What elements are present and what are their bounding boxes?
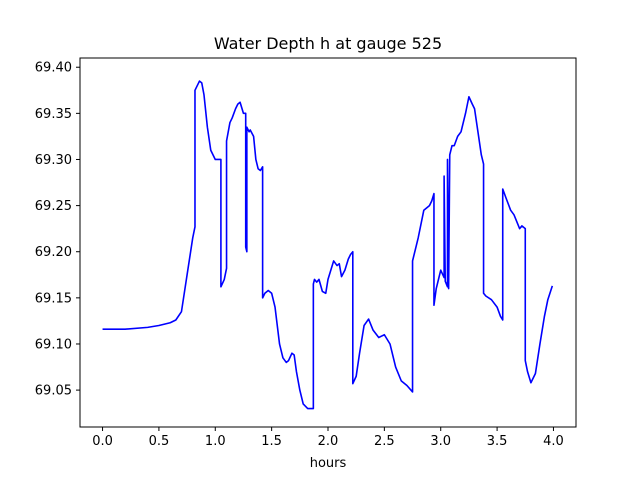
y-tick-label: 69.30: [35, 153, 72, 168]
x-tick-label: 2.5: [374, 434, 395, 449]
series-line-0: [102, 80, 554, 410]
y-tick-label: 69.40: [35, 61, 72, 76]
chart-title: Water Depth h at gauge 525: [214, 34, 442, 53]
x-tick-label: 0.0: [92, 434, 113, 449]
x-tick-label: 1.0: [205, 434, 226, 449]
x-tick-label: 1.5: [261, 434, 282, 449]
y-tick-label: 69.10: [35, 337, 72, 352]
x-tick-label: 3.0: [430, 434, 451, 449]
x-tick-label: 0.5: [149, 434, 170, 449]
x-tick-label: 4.0: [543, 434, 564, 449]
y-tick-label: 69.20: [35, 245, 72, 260]
y-tick-label: 69.05: [35, 384, 72, 399]
y-tick-label: 69.15: [35, 291, 72, 306]
x-axis: 0.0 0.5 1.0 1.5 2.0 2.5 3.0 3.5 4.0: [92, 427, 564, 449]
x-tick-label: 3.5: [487, 434, 508, 449]
x-axis-label: hours: [310, 456, 347, 471]
y-tick-label: 69.35: [35, 107, 72, 122]
y-axis: 69.05 69.10 69.15 69.20 69.25 69.30 69.35 69.40: [35, 61, 80, 399]
plot-area: [102, 80, 554, 410]
x-tick-label: 2.0: [318, 434, 339, 449]
y-tick-label: 69.25: [35, 199, 72, 214]
